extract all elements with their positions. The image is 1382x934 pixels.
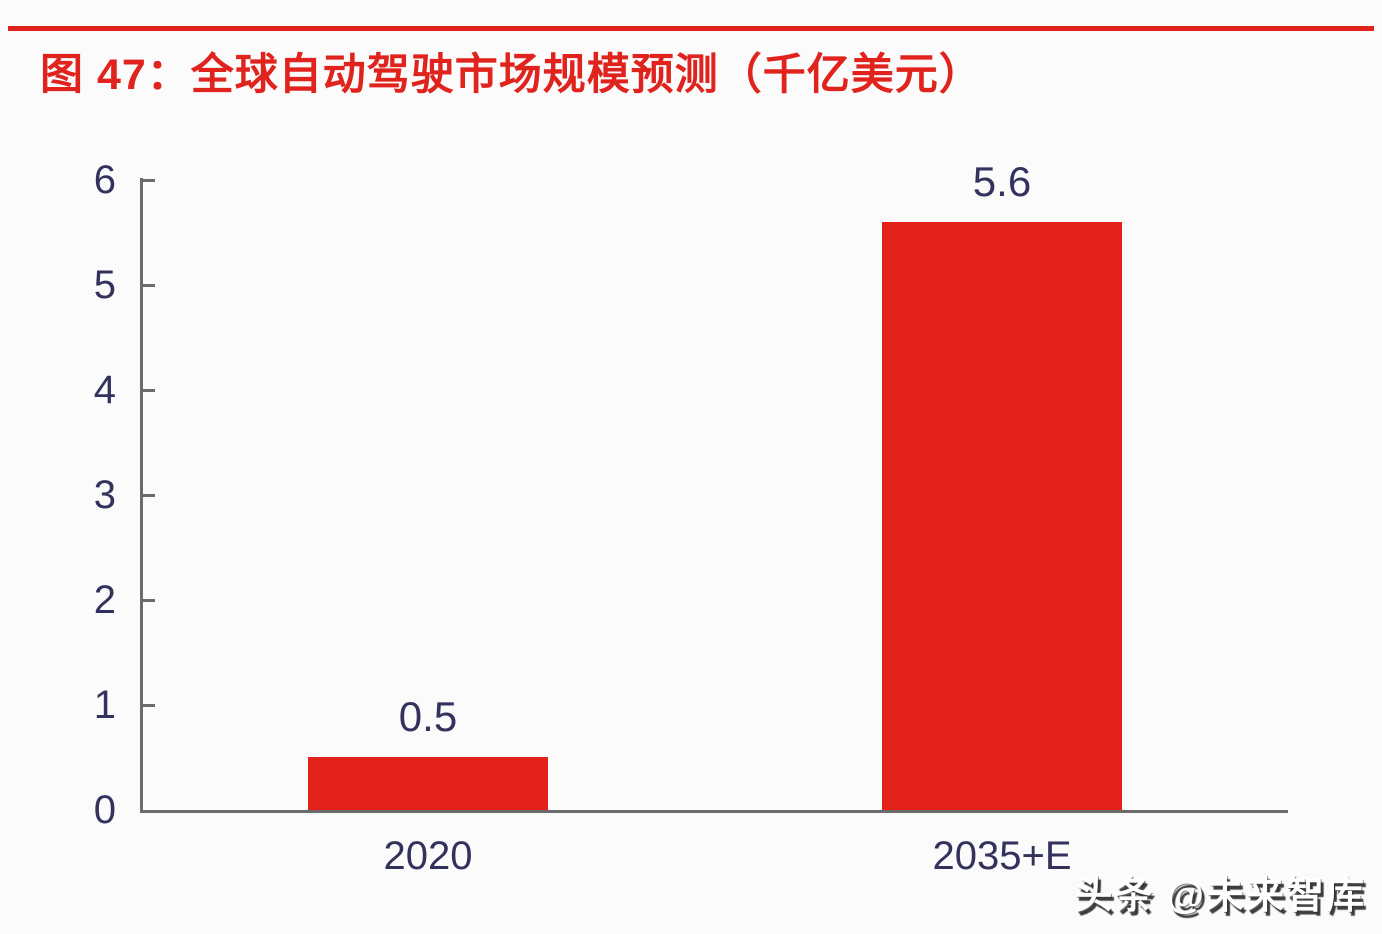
y-tick-mark: [140, 284, 155, 287]
bar-value-label: 5.6: [972, 158, 1032, 205]
y-axis-line: [140, 178, 143, 813]
y-tick-mark: [140, 599, 155, 602]
bar: [882, 222, 1122, 810]
bar: [308, 757, 548, 810]
y-tick-mark: [140, 704, 155, 707]
bar-value-label: 0.5: [398, 693, 458, 740]
y-tick-label: 3: [93, 473, 116, 517]
x-axis-label: 2020: [383, 834, 473, 878]
y-tick-mark: [140, 179, 155, 182]
y-tick-label: 6: [93, 158, 116, 202]
y-tick-label: 5: [93, 263, 116, 307]
y-tick-mark: [140, 389, 155, 392]
y-tick-mark: [140, 494, 155, 497]
x-axis-line: [140, 810, 1288, 813]
y-tick-label: 4: [93, 368, 116, 412]
y-tick-label: 2: [93, 578, 116, 622]
watermark: 头条 @未来智库: [1074, 875, 1366, 917]
figure-title: 图 47：全球自动驾驶市场规模预测（千亿美元）: [40, 51, 983, 99]
title-rule: [8, 26, 1374, 31]
y-tick-label: 0: [93, 788, 116, 832]
x-axis-label: 2035+E: [932, 834, 1072, 878]
y-tick-label: 1: [93, 683, 116, 727]
